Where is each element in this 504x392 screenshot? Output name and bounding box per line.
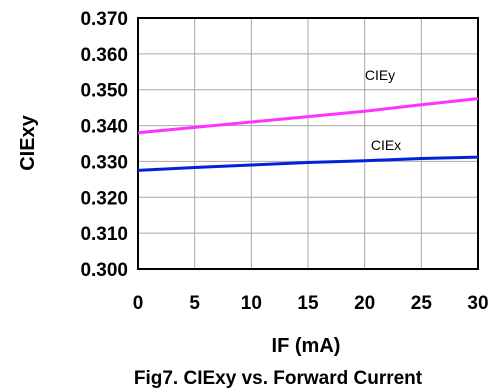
x-tick-label: 0 xyxy=(133,293,144,314)
x-tick-label: 25 xyxy=(411,293,433,314)
grid xyxy=(138,18,478,269)
series-labels: CIEy CIEx xyxy=(365,67,401,153)
y-tick-label: 0.320 xyxy=(80,188,128,209)
series-label-ciex: CIEx xyxy=(371,137,401,153)
x-tick-label: 5 xyxy=(189,293,200,314)
series-line-ciey xyxy=(137,97,479,135)
y-tick-label: 0.330 xyxy=(80,152,128,173)
x-tick-label: 10 xyxy=(241,293,262,314)
y-tick-labels: 0.300 0.310 0.320 0.330 0.340 0.350 0.360 0.370 xyxy=(80,9,128,281)
x-tick-label: 15 xyxy=(297,293,319,314)
x-tick-label: 20 xyxy=(354,293,375,314)
y-axis-title: CIExy xyxy=(17,114,39,170)
y-tick-label: 0.370 xyxy=(80,9,128,30)
y-tick-label: 0.360 xyxy=(80,45,128,66)
series-label-ciey: CIEy xyxy=(365,67,395,83)
y-tick-label: 0.300 xyxy=(80,260,128,281)
x-tick-label: 30 xyxy=(467,293,488,314)
y-tick-label: 0.350 xyxy=(80,81,128,102)
x-axis-title: IF (mA) xyxy=(272,335,341,357)
series-group xyxy=(137,97,479,172)
y-tick-label: 0.310 xyxy=(80,224,128,245)
chart-caption: Fig7. CIExy vs. Forward Current xyxy=(134,368,423,389)
plot-frame xyxy=(137,17,479,270)
x-tick-labels: 0 5 10 15 20 25 30 xyxy=(133,293,489,314)
y-tick-label: 0.340 xyxy=(80,117,128,138)
series-line-ciex xyxy=(137,155,479,172)
